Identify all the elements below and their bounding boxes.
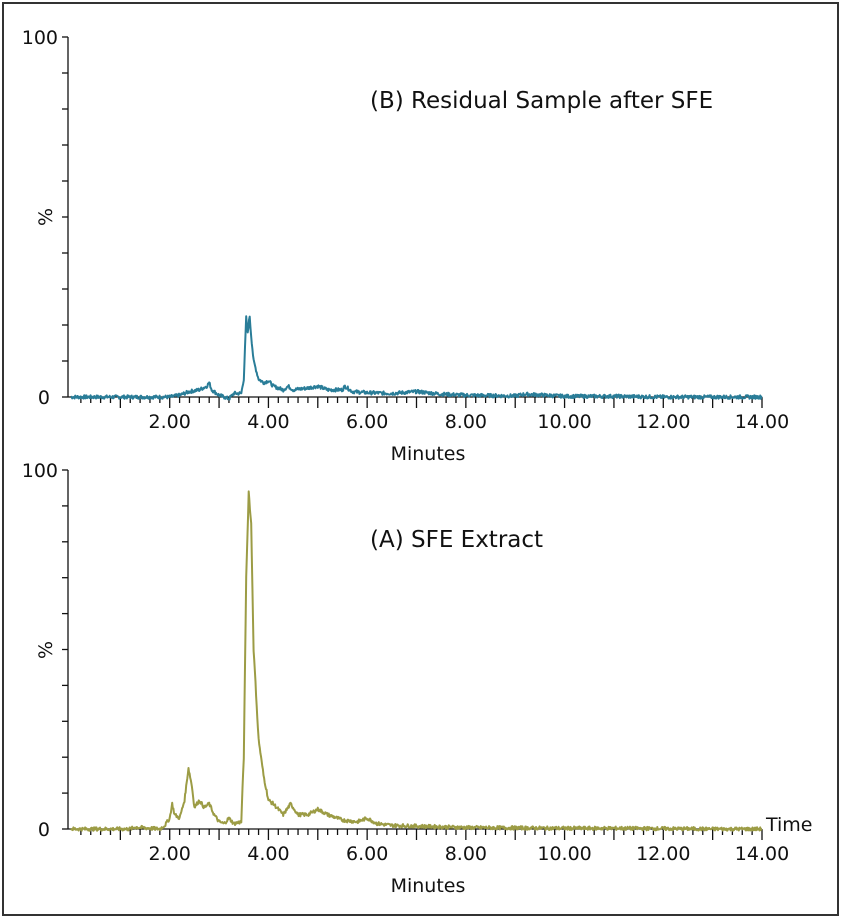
panel-a-x-tick-label: 12.00 — [636, 843, 690, 865]
panel-b-y-tick-label: 100 — [22, 27, 58, 49]
panel-b-x-axis-label: Minutes — [391, 443, 466, 465]
panel-b-x-tick-label: 12.00 — [636, 411, 690, 433]
panel-b-x-tick-label: 8.00 — [445, 411, 487, 433]
panel-b-title: (B) Residual Sample after SFE — [370, 88, 713, 114]
panel-b-x-tick-label: 10.00 — [537, 411, 591, 433]
panel-b-y-tick-label: 0 — [38, 387, 50, 409]
panel-b-x-tick-label: 2.00 — [149, 411, 191, 433]
panel-b-residual: (B) Residual Sample after SFE Minutes % … — [22, 27, 789, 465]
panel-b-x-tick-label: 14.00 — [735, 411, 789, 433]
panel-a-x-tick-label: 2.00 — [149, 843, 191, 865]
panel-b-x-tick-label: 4.00 — [247, 411, 289, 433]
panel-b-y-axis-label: % — [35, 208, 57, 226]
panel-a-trace-line — [70, 490, 763, 832]
panel-a-x-tick-label: 10.00 — [537, 843, 591, 865]
panel-b-x-tick-label: 6.00 — [346, 411, 388, 433]
panel-a-x-tick-label: 6.00 — [346, 843, 388, 865]
panel-a-y-tick-label: 100 — [22, 460, 58, 482]
panel-a-x-tick-label: 4.00 — [247, 843, 289, 865]
panel-b-trace-line — [70, 315, 763, 401]
panel-a-y-tick-label: 0 — [38, 819, 50, 841]
panel-a-y-axis-label: % — [35, 641, 57, 659]
panel-a-x-tick-label: 14.00 — [735, 843, 789, 865]
panel-a-time-label: Time — [765, 814, 813, 836]
panel-a-x-axis-label: Minutes — [391, 875, 466, 897]
panel-a-extract: (A) SFE Extract Minutes % Time 0 100 2.00 4… — [22, 460, 813, 897]
panel-a-x-tick-label: 8.00 — [445, 843, 487, 865]
panel-a-title: (A) SFE Extract — [370, 527, 543, 553]
